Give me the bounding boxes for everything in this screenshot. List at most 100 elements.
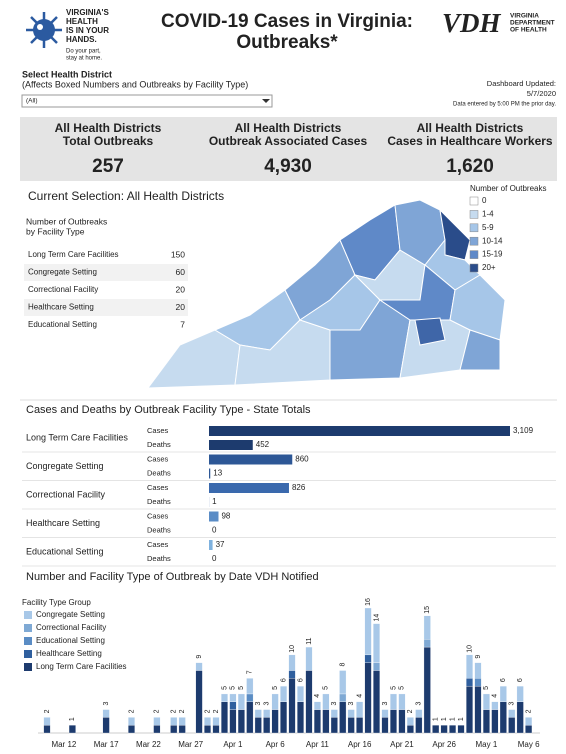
updated-label: Dashboard Updated: bbox=[487, 79, 556, 88]
bar-segment bbox=[220, 693, 228, 702]
bar-segment bbox=[297, 685, 304, 702]
bar-segment bbox=[347, 709, 355, 718]
x-tick-label: Mar 27 bbox=[178, 740, 203, 749]
bar-segment bbox=[170, 717, 178, 726]
kpi-label: Cases in Healthcare Workers bbox=[387, 134, 553, 148]
legend-swatch bbox=[24, 624, 32, 632]
bar-segment bbox=[102, 717, 110, 734]
bar bbox=[209, 483, 289, 493]
bar-segment bbox=[339, 693, 347, 702]
total-label: 5 bbox=[230, 686, 237, 690]
x-tick-label: Mar 22 bbox=[136, 740, 161, 749]
bar-segment bbox=[254, 709, 262, 718]
bar bbox=[209, 540, 213, 550]
bar-segment bbox=[212, 725, 220, 734]
total-label: 2 bbox=[204, 709, 211, 713]
legend-label: 0 bbox=[482, 196, 487, 205]
bar-segment bbox=[204, 717, 211, 726]
x-tick-label: Apr 26 bbox=[432, 740, 456, 749]
total-label: 5 bbox=[390, 686, 397, 690]
total-label: 6 bbox=[500, 678, 507, 682]
bar bbox=[209, 426, 510, 436]
page-title: COVID-19 Cases in Virginia: bbox=[161, 11, 413, 32]
bar-segment bbox=[525, 725, 533, 734]
bar-segment bbox=[305, 646, 313, 671]
bar-segment bbox=[373, 670, 380, 734]
bar-segment bbox=[516, 701, 524, 734]
page-title: Outbreaks* bbox=[236, 32, 338, 53]
legend-swatch bbox=[469, 236, 479, 246]
value-label: 1 bbox=[212, 497, 217, 506]
bar-segment bbox=[423, 615, 431, 640]
filter-note: (Affects Boxed Numbers and Outbreaks by … bbox=[22, 79, 248, 89]
legend-swatch bbox=[24, 663, 32, 671]
chart-title: Number and Facility Type of Outbreak by … bbox=[26, 571, 319, 583]
bar-segment bbox=[466, 654, 473, 679]
table-cell: 150 bbox=[171, 249, 185, 259]
bar bbox=[209, 468, 211, 479]
legend-title: Facility Type Group bbox=[22, 598, 91, 607]
bar-segment bbox=[280, 701, 288, 734]
total-label: 5 bbox=[483, 686, 490, 690]
total-label: 2 bbox=[128, 709, 135, 713]
total-label: 10 bbox=[466, 645, 473, 653]
series-label: Deaths bbox=[147, 525, 171, 534]
table-cell: 20 bbox=[176, 302, 186, 312]
total-label: 3 bbox=[416, 702, 423, 706]
value-label: 826 bbox=[292, 483, 306, 492]
bar-segment bbox=[153, 725, 161, 734]
bar-segment bbox=[263, 709, 271, 718]
legend-label: Long Term Care Facilities bbox=[36, 662, 127, 671]
bar-segment bbox=[212, 717, 220, 726]
value-label: 0 bbox=[212, 526, 217, 535]
bar-segment bbox=[398, 693, 406, 710]
table-cell: Correctional Facility bbox=[28, 285, 98, 294]
x-tick-label: Apr 1 bbox=[223, 740, 243, 749]
select-arrow[interactable] bbox=[262, 99, 270, 103]
legend-swatch bbox=[469, 210, 479, 219]
bar-segment bbox=[356, 701, 364, 718]
total-label: 5 bbox=[399, 686, 406, 690]
bar-segment bbox=[246, 693, 254, 702]
bar-segment bbox=[423, 646, 431, 734]
total-label: 1 bbox=[449, 717, 456, 721]
filter-selected[interactable]: (All) bbox=[26, 98, 38, 105]
total-label: 15 bbox=[424, 606, 431, 614]
bar-segment bbox=[364, 654, 372, 663]
kpi-panel bbox=[20, 117, 557, 181]
logo-text: VIRGINIA'S bbox=[66, 8, 109, 17]
series-label: Cases bbox=[147, 511, 169, 520]
bar-segment bbox=[474, 662, 482, 679]
value-label: 452 bbox=[256, 440, 270, 449]
total-label: 11 bbox=[306, 637, 313, 644]
table-title: by Facility Type bbox=[26, 226, 85, 236]
total-label: 2 bbox=[179, 709, 186, 713]
total-label: 6 bbox=[517, 678, 524, 682]
bar-segment bbox=[364, 662, 372, 734]
category-label: Educational Setting bbox=[26, 546, 104, 556]
virginia-map bbox=[146, 199, 506, 389]
filter-label: Select Health District bbox=[22, 69, 112, 79]
bar-segment bbox=[339, 670, 347, 695]
bar-segment bbox=[178, 725, 186, 734]
bar-segment bbox=[373, 623, 380, 663]
category-label: Congregate Setting bbox=[26, 461, 104, 471]
bar-segment bbox=[356, 717, 364, 734]
value-label: 3,109 bbox=[513, 426, 534, 435]
table-cell: 20 bbox=[176, 284, 186, 294]
x-tick-label: Mar 12 bbox=[51, 740, 76, 749]
bar-segment bbox=[271, 709, 279, 734]
bar-segment bbox=[482, 693, 490, 710]
select-box[interactable] bbox=[21, 94, 273, 108]
bar-segment bbox=[246, 678, 254, 695]
bar-segment bbox=[229, 701, 237, 710]
bar-segment bbox=[339, 701, 347, 734]
bar-segment bbox=[229, 709, 237, 734]
bar-segment bbox=[254, 717, 262, 734]
total-label: 2 bbox=[171, 709, 178, 713]
bar-segment bbox=[466, 685, 473, 734]
bar-segment bbox=[288, 670, 296, 679]
value-label: 37 bbox=[216, 540, 225, 549]
bar-segment bbox=[170, 725, 178, 734]
